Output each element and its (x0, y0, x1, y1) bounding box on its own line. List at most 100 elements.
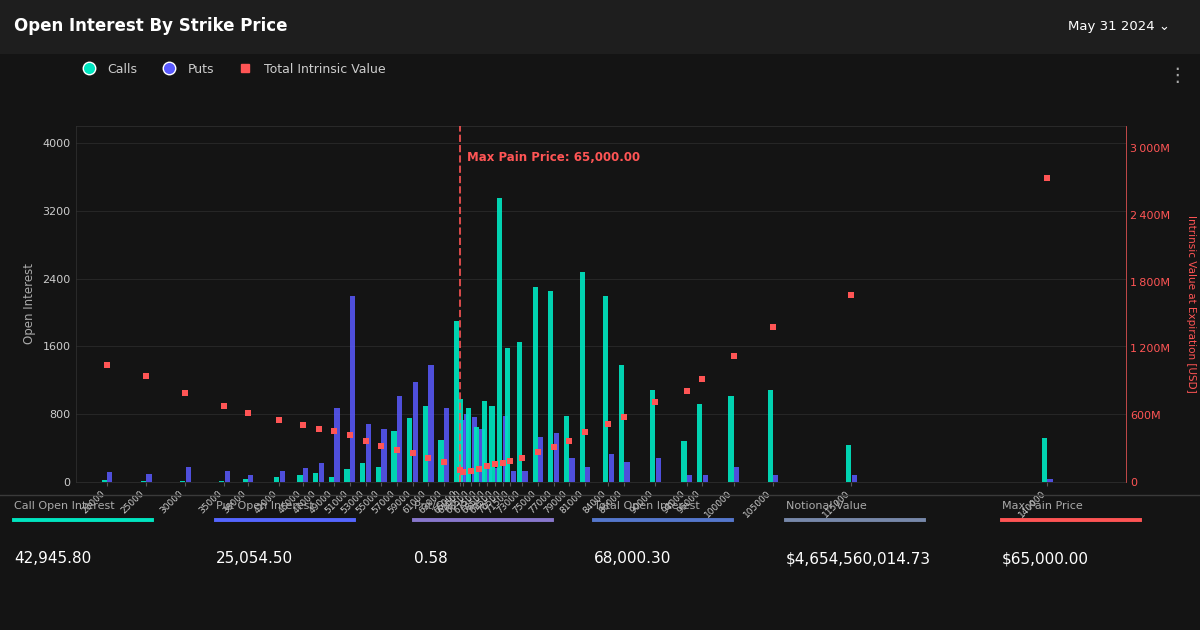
Bar (533, 287, 538, 482)
Bar (280, 471, 284, 482)
Point (450, 465, 469, 475)
Bar (329, 477, 334, 482)
Bar (454, 321, 460, 482)
Bar (768, 391, 773, 482)
Bar (458, 399, 463, 482)
Text: Open Interest By Strike Price: Open Interest By Strike Price (14, 18, 288, 35)
Bar (682, 441, 686, 482)
Point (175, 388, 194, 398)
Bar (466, 408, 472, 482)
Bar (496, 467, 500, 482)
Bar (497, 198, 503, 482)
Point (493, 458, 512, 468)
Text: 0.58: 0.58 (414, 551, 448, 566)
Text: 42,945.80: 42,945.80 (14, 551, 91, 566)
Point (270, 415, 289, 425)
Bar (554, 433, 559, 482)
Point (469, 464, 488, 474)
Point (763, 323, 782, 333)
Bar (703, 475, 708, 482)
Bar (463, 414, 469, 482)
Point (677, 386, 696, 396)
Point (97, 360, 116, 370)
Bar (734, 467, 739, 482)
Bar (428, 365, 433, 482)
Bar (522, 471, 528, 482)
Bar (344, 469, 349, 482)
Bar (460, 420, 464, 482)
Bar (298, 475, 302, 482)
Text: Notional Value: Notional Value (786, 501, 866, 511)
Bar (655, 458, 661, 482)
Bar (444, 408, 449, 482)
Point (324, 427, 343, 437)
Bar (107, 472, 113, 482)
Point (293, 420, 312, 430)
Bar (538, 437, 544, 482)
Point (388, 445, 407, 455)
Point (308, 423, 328, 433)
Text: Total Open Interest: Total Open Interest (594, 501, 700, 511)
Bar (186, 467, 191, 482)
Point (239, 408, 258, 418)
Text: ⋮: ⋮ (1168, 66, 1187, 85)
Bar (304, 467, 308, 482)
Y-axis label: Open Interest: Open Interest (23, 263, 36, 345)
Bar (146, 474, 151, 482)
Bar (242, 479, 247, 482)
Bar (564, 416, 569, 482)
Point (1038, 173, 1057, 183)
Bar (220, 481, 224, 482)
Bar (688, 475, 692, 482)
Text: 25,054.50: 25,054.50 (216, 551, 293, 566)
Bar (438, 440, 444, 482)
Point (478, 461, 497, 471)
Bar (313, 474, 318, 482)
Bar (624, 462, 630, 482)
Bar (274, 477, 280, 482)
Bar (511, 471, 516, 482)
Bar (505, 348, 510, 482)
Bar (472, 416, 476, 482)
Bar (773, 475, 779, 482)
Point (841, 290, 860, 300)
Bar (366, 425, 371, 482)
Point (356, 436, 376, 446)
Bar (517, 342, 522, 482)
Bar (481, 401, 487, 482)
Bar (490, 406, 494, 482)
Bar (503, 416, 508, 482)
Point (341, 430, 360, 440)
Bar (1042, 438, 1048, 482)
Legend: Calls, Puts, Total Intrinsic Value: Calls, Puts, Total Intrinsic Value (71, 57, 391, 81)
Point (215, 401, 234, 411)
Text: Call Open Interest: Call Open Interest (14, 501, 115, 511)
Text: 68,000.30: 68,000.30 (594, 551, 671, 566)
Bar (391, 431, 397, 482)
Bar (413, 382, 418, 482)
Point (692, 374, 712, 384)
Point (646, 397, 665, 407)
Text: May 31 2024 ⌄: May 31 2024 ⌄ (1068, 20, 1170, 33)
Point (512, 453, 532, 463)
Point (500, 455, 520, 466)
Bar (248, 475, 253, 482)
Text: Put Open Interest: Put Open Interest (216, 501, 313, 511)
Bar (422, 406, 428, 482)
Bar (180, 481, 185, 482)
Bar (140, 481, 146, 482)
Text: Max Pain Price: 65,000.00: Max Pain Price: 65,000.00 (467, 151, 641, 164)
Point (419, 453, 438, 463)
Bar (604, 295, 608, 482)
Bar (728, 396, 733, 482)
Point (137, 371, 156, 381)
Point (454, 467, 473, 477)
Bar (102, 480, 107, 482)
Bar (608, 454, 614, 482)
Bar (580, 272, 584, 482)
Bar (382, 430, 386, 482)
Point (599, 419, 618, 429)
Point (485, 459, 504, 469)
Bar (487, 467, 492, 482)
Point (544, 442, 563, 452)
